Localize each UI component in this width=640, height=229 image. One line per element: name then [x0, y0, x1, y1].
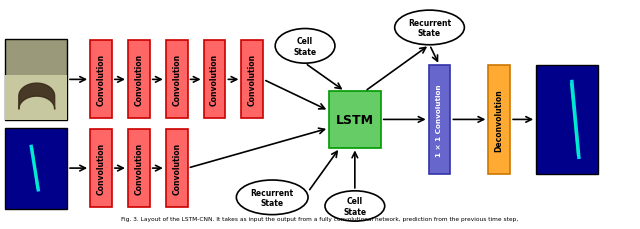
Text: Convolution: Convolution	[97, 142, 106, 194]
Text: Cell
State: Cell State	[294, 37, 317, 56]
Text: Convolution: Convolution	[172, 142, 181, 194]
Text: Convolution: Convolution	[172, 54, 181, 106]
FancyBboxPatch shape	[5, 128, 67, 209]
Text: LSTM: LSTM	[336, 113, 374, 126]
Ellipse shape	[395, 11, 465, 46]
Text: Convolution: Convolution	[248, 54, 257, 106]
Text: Fig. 3. Layout of the LSTM-CNN. It takes as input the output from a fully convol: Fig. 3. Layout of the LSTM-CNN. It takes…	[122, 216, 518, 221]
FancyBboxPatch shape	[488, 66, 510, 174]
Text: Convolution: Convolution	[134, 142, 143, 194]
FancyBboxPatch shape	[5, 76, 67, 120]
Text: 1 × 1 Convolution: 1 × 1 Convolution	[436, 84, 442, 156]
Text: Convolution: Convolution	[97, 54, 106, 106]
FancyBboxPatch shape	[5, 40, 67, 120]
FancyBboxPatch shape	[241, 41, 263, 119]
Text: Cell
State: Cell State	[343, 196, 367, 216]
Ellipse shape	[236, 180, 308, 215]
Text: Recurrent
State: Recurrent State	[408, 19, 451, 38]
FancyBboxPatch shape	[166, 41, 188, 119]
Ellipse shape	[275, 29, 335, 64]
FancyBboxPatch shape	[128, 41, 150, 119]
FancyBboxPatch shape	[166, 130, 188, 207]
Text: Deconvolution: Deconvolution	[495, 89, 504, 151]
FancyBboxPatch shape	[429, 66, 451, 174]
Ellipse shape	[325, 191, 385, 221]
FancyBboxPatch shape	[90, 41, 112, 119]
Text: Convolution: Convolution	[210, 54, 219, 106]
Text: Convolution: Convolution	[134, 54, 143, 106]
FancyBboxPatch shape	[329, 92, 381, 148]
FancyBboxPatch shape	[204, 41, 225, 119]
FancyBboxPatch shape	[90, 130, 112, 207]
Text: Recurrent
State: Recurrent State	[251, 188, 294, 207]
FancyBboxPatch shape	[128, 130, 150, 207]
FancyBboxPatch shape	[536, 66, 598, 174]
